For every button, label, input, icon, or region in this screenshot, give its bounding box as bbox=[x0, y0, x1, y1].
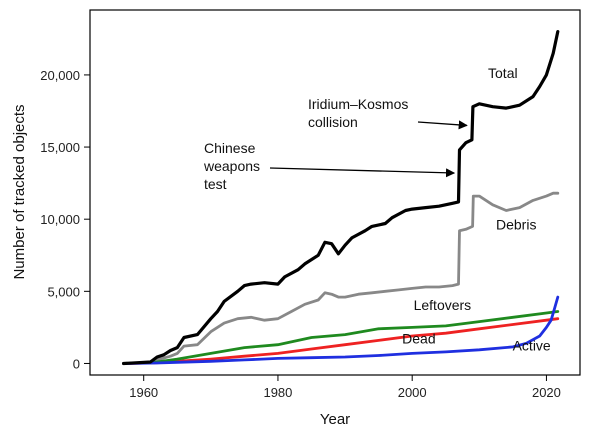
y-tick-label: 0 bbox=[73, 356, 80, 371]
x-axis-title: Year bbox=[320, 411, 350, 428]
annotation-line: collision bbox=[308, 114, 358, 130]
series-label-active: Active bbox=[513, 337, 551, 353]
series-label-dead: Dead bbox=[402, 330, 435, 346]
series-label-debris: Debris bbox=[496, 216, 536, 232]
annotations: Iridium–Kosmos collision Chinese weapons tes… bbox=[203, 96, 468, 192]
x-tick-label: 1980 bbox=[263, 385, 292, 400]
series-labels: Total Debris Leftovers Dead Active bbox=[402, 65, 551, 354]
annotation-line: test bbox=[204, 176, 227, 192]
series-label-leftovers: Leftovers bbox=[414, 297, 472, 313]
x-axis: 1960 1980 2000 2020 bbox=[129, 375, 561, 400]
plot-frame bbox=[89, 9, 581, 376]
annotation-arrow bbox=[269, 167, 456, 178]
annotation-line: Chinese bbox=[204, 140, 256, 156]
series-line-leftovers bbox=[122, 310, 560, 365]
annotation-line: weapons bbox=[203, 158, 260, 174]
y-tick-label: 15,000 bbox=[40, 140, 80, 155]
y-tick-label: 20,000 bbox=[40, 68, 80, 83]
annotation-text: Chinese weapons test bbox=[203, 140, 260, 192]
series-line-active bbox=[122, 295, 560, 365]
series-label-total: Total bbox=[488, 65, 518, 81]
y-tick-label: 5,000 bbox=[47, 284, 80, 299]
y-axis: 0 5,000 10,000 15,000 20,000 bbox=[40, 68, 90, 371]
x-tick-label: 2020 bbox=[532, 385, 561, 400]
y-axis-title: Number of tracked objects bbox=[11, 104, 28, 279]
x-tick-label: 1960 bbox=[129, 385, 158, 400]
series-line-debris bbox=[122, 191, 560, 365]
series-line-total bbox=[122, 30, 560, 366]
y-tick-label: 10,000 bbox=[40, 212, 80, 227]
annotation-arrow bbox=[417, 120, 468, 130]
annotation-line: Iridium–Kosmos bbox=[308, 96, 408, 112]
series-lines bbox=[122, 30, 560, 366]
annotation-text: Iridium–Kosmos collision bbox=[308, 96, 408, 130]
x-tick-label: 2000 bbox=[398, 385, 427, 400]
